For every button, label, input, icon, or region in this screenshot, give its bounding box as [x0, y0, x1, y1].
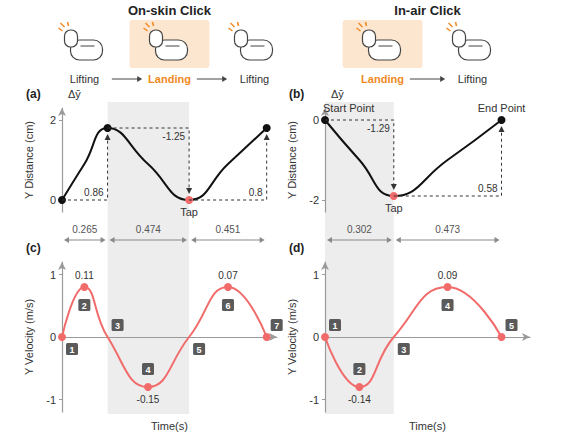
- svg-text:Y Distance (cm): Y Distance (cm): [23, 121, 35, 199]
- svg-text:Δȳ: Δȳ: [331, 88, 344, 100]
- svg-text:2: 2: [357, 365, 362, 375]
- svg-text:-1.29: -1.29: [367, 123, 390, 134]
- svg-text:0.07: 0.07: [218, 270, 238, 281]
- svg-text:6: 6: [225, 301, 230, 311]
- svg-text:0: 0: [313, 331, 319, 343]
- svg-text:0.265: 0.265: [72, 224, 97, 235]
- svg-text:Landing: Landing: [361, 73, 404, 85]
- svg-text:(a): (a): [26, 87, 41, 101]
- svg-text:3: 3: [401, 345, 406, 355]
- svg-text:5: 5: [197, 345, 202, 355]
- svg-text:4: 4: [145, 365, 150, 375]
- svg-text:1: 1: [332, 321, 337, 331]
- svg-text:0.8: 0.8: [249, 187, 263, 198]
- svg-text:Y Velocity (m/s): Y Velocity (m/s): [286, 299, 298, 375]
- svg-text:End Point: End Point: [478, 102, 526, 114]
- svg-text:Y Velocity (m/s): Y Velocity (m/s): [23, 299, 35, 375]
- svg-text:Time(s): Time(s): [151, 420, 188, 432]
- svg-text:Lifting: Lifting: [240, 73, 269, 85]
- svg-text:-0.15: -0.15: [137, 394, 160, 405]
- svg-text:0.09: 0.09: [438, 270, 458, 281]
- svg-text:-1: -1: [46, 394, 56, 406]
- svg-text:0: 0: [50, 194, 56, 206]
- svg-text:-2: -2: [309, 194, 319, 206]
- svg-text:Tap: Tap: [385, 202, 403, 214]
- svg-text:Landing: Landing: [148, 73, 191, 85]
- svg-text:-0.14: -0.14: [348, 394, 371, 405]
- svg-text:(d): (d): [289, 241, 304, 255]
- svg-text:1: 1: [69, 345, 74, 355]
- svg-text:5: 5: [509, 321, 514, 331]
- svg-text:1: 1: [50, 269, 56, 281]
- svg-text:0.86: 0.86: [84, 187, 104, 198]
- svg-text:0.451: 0.451: [215, 224, 240, 235]
- svg-text:0: 0: [313, 114, 319, 126]
- svg-text:-1.25: -1.25: [162, 131, 185, 142]
- svg-text:In-air Click: In-air Click: [394, 3, 461, 18]
- svg-text:-1: -1: [309, 394, 319, 406]
- svg-text:Start Point: Start Point: [323, 102, 374, 114]
- svg-text:Δȳ: Δȳ: [68, 88, 81, 100]
- svg-text:1: 1: [313, 269, 319, 281]
- svg-text:0.474: 0.474: [136, 224, 161, 235]
- svg-text:Y Distance (cm): Y Distance (cm): [286, 121, 298, 199]
- svg-text:(c): (c): [26, 241, 41, 255]
- svg-text:0.473: 0.473: [435, 224, 460, 235]
- svg-text:0.58: 0.58: [478, 183, 498, 194]
- svg-text:Time(s): Time(s): [409, 420, 446, 432]
- svg-text:2: 2: [82, 301, 87, 311]
- svg-text:Tap: Tap: [180, 206, 198, 218]
- svg-text:0.302: 0.302: [347, 224, 372, 235]
- svg-text:2: 2: [50, 114, 56, 126]
- svg-text:3: 3: [115, 321, 120, 331]
- svg-text:On-skin Click: On-skin Click: [128, 3, 212, 18]
- svg-text:4: 4: [445, 301, 450, 311]
- svg-text:0: 0: [50, 331, 56, 343]
- svg-text:Lifting: Lifting: [70, 73, 99, 85]
- svg-text:7: 7: [274, 321, 279, 331]
- svg-text:(b): (b): [289, 87, 304, 101]
- svg-text:0.11: 0.11: [75, 270, 94, 281]
- svg-text:Lifting: Lifting: [458, 73, 487, 85]
